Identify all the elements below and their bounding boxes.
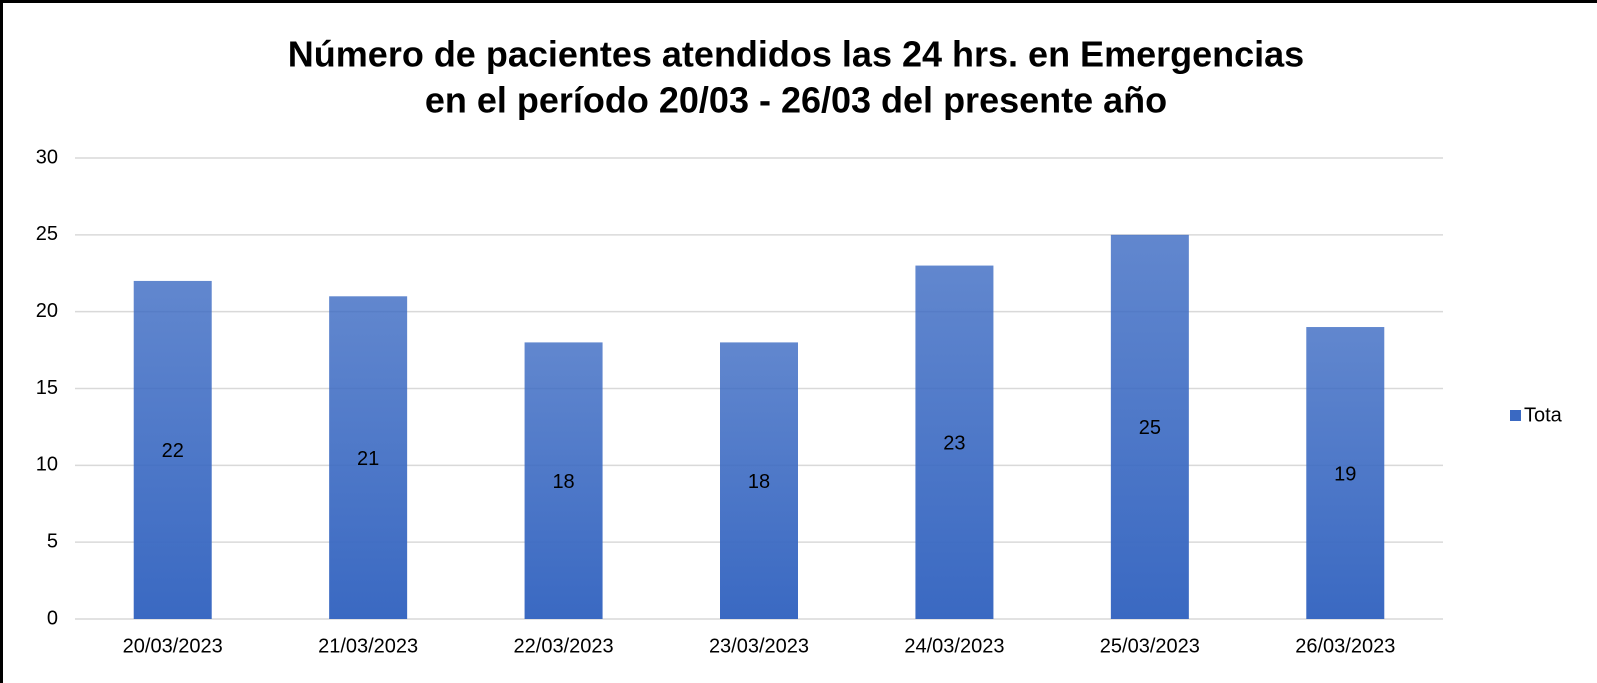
legend-swatch bbox=[1510, 410, 1521, 421]
bar bbox=[1110, 234, 1189, 620]
y-tick-label: 10 bbox=[36, 454, 58, 476]
chart-title: Número de pacientes atendidos las 24 hrs… bbox=[288, 34, 1304, 75]
bar bbox=[329, 296, 408, 619]
data-label: 23 bbox=[943, 433, 965, 455]
x-tick-label: 22/03/2023 bbox=[514, 635, 614, 657]
x-tick-label: 23/03/2023 bbox=[709, 635, 809, 657]
bar bbox=[915, 265, 994, 619]
x-tick-label: 24/03/2023 bbox=[904, 635, 1004, 657]
y-tick-label: 20 bbox=[36, 300, 58, 322]
y-tick-label: 5 bbox=[47, 530, 58, 552]
bar bbox=[133, 280, 212, 619]
legend-label: Tota bbox=[1524, 404, 1563, 426]
x-tick-label: 26/03/2023 bbox=[1295, 635, 1395, 657]
bar bbox=[1306, 327, 1385, 619]
data-label: 25 bbox=[1139, 417, 1161, 439]
chart-title: en el período 20/03 - 26/03 del presente… bbox=[425, 80, 1167, 121]
data-label: 18 bbox=[552, 471, 574, 493]
data-label: 22 bbox=[162, 440, 184, 462]
y-tick-label: 0 bbox=[47, 607, 58, 629]
bar bbox=[524, 342, 603, 619]
y-tick-label: 15 bbox=[36, 377, 58, 399]
x-tick-label: 25/03/2023 bbox=[1100, 635, 1200, 657]
bar bbox=[720, 342, 798, 619]
x-tick-label: 21/03/2023 bbox=[318, 635, 418, 657]
x-tick-label: 20/03/2023 bbox=[123, 635, 223, 657]
y-tick-label: 25 bbox=[36, 223, 58, 245]
data-label: 21 bbox=[357, 448, 379, 470]
data-label: 18 bbox=[748, 471, 770, 493]
data-label: 19 bbox=[1334, 463, 1356, 485]
y-tick-label: 30 bbox=[36, 146, 58, 168]
